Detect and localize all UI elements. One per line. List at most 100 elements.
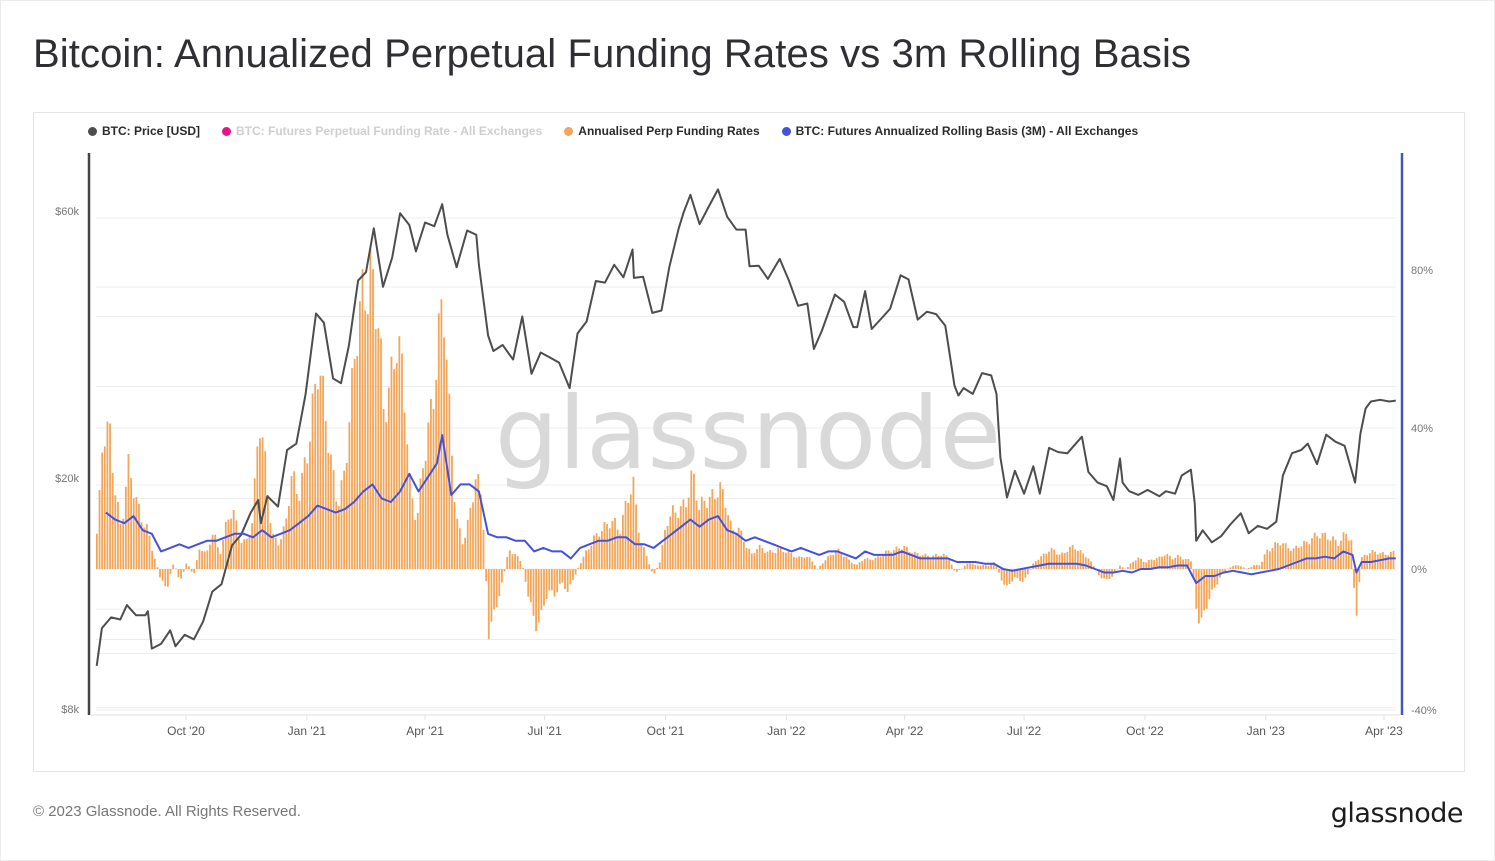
- funding-bar: [1274, 542, 1277, 569]
- x-tick-label: Apr '22: [886, 724, 924, 738]
- funding-bar: [958, 569, 961, 571]
- funding-bar: [595, 533, 598, 569]
- funding-bar: [611, 520, 614, 569]
- funding-bar: [437, 313, 440, 569]
- funding-bar: [469, 507, 472, 569]
- legend-item-price[interactable]: BTC: Price [USD]: [88, 124, 200, 138]
- funding-bar: [582, 556, 585, 569]
- funding-bar: [1082, 553, 1085, 569]
- funding-bar: [1129, 563, 1132, 569]
- funding-bar: [148, 535, 151, 569]
- funding-bar: [1276, 543, 1279, 569]
- copyright-text: © 2023 Glassnode. All Rights Reserved.: [33, 803, 301, 820]
- legend-item-basis[interactable]: BTC: Futures Annualized Rolling Basis (3…: [781, 124, 1139, 138]
- funding-bar: [877, 556, 879, 569]
- funding-bar: [111, 472, 114, 569]
- funding-bar: [1061, 552, 1064, 569]
- funding-bar: [332, 470, 335, 569]
- funding-bar: [561, 569, 564, 583]
- funding-bar: [214, 534, 217, 569]
- funding-bar: [785, 552, 787, 569]
- funding-bar: [1234, 565, 1237, 569]
- legend-item-annualised-funding[interactable]: Annualised Perp Funding Rates: [564, 124, 760, 138]
- funding-bar: [1076, 550, 1079, 569]
- funding-bar: [188, 566, 190, 569]
- funding-bar: [501, 569, 503, 583]
- funding-bar: [1205, 569, 1208, 609]
- legend-dot-basis: [781, 126, 791, 136]
- funding-bar: [519, 561, 522, 569]
- funding-bar: [135, 497, 138, 569]
- funding-bar: [643, 547, 645, 569]
- funding-bar: [1024, 569, 1027, 578]
- funding-bar: [1142, 561, 1145, 569]
- funding-bar: [1295, 545, 1298, 569]
- funding-bar: [1305, 541, 1308, 569]
- funding-bar: [1318, 538, 1321, 569]
- funding-bar: [1313, 532, 1316, 569]
- funding-bar: [482, 529, 485, 569]
- funding-bar: [1376, 554, 1379, 569]
- glassnode-logo: glassnode: [1330, 798, 1464, 829]
- legend-item-funding-rate[interactable]: BTC: Futures Perpetual Funding Rate - Al…: [222, 124, 542, 138]
- funding-bar: [698, 510, 701, 569]
- left-tick-label: $60k: [55, 206, 79, 218]
- funding-bar: [671, 505, 674, 569]
- funding-bar: [269, 522, 272, 569]
- funding-bar: [606, 523, 609, 569]
- funding-bar: [1163, 555, 1166, 569]
- funding-bar: [550, 569, 553, 591]
- funding-bar: [190, 569, 193, 572]
- funding-bar: [590, 545, 593, 569]
- funding-bar: [740, 530, 743, 569]
- funding-bar: [1203, 569, 1206, 611]
- funding-bar: [498, 569, 501, 597]
- right-axis-ticks: -40% 0% 40% 80%: [1411, 265, 1437, 717]
- funding-bar: [637, 532, 640, 569]
- funding-bar: [861, 561, 864, 569]
- funding-bar: [977, 565, 979, 569]
- funding-bar: [206, 550, 209, 569]
- funding-bar: [1268, 551, 1271, 569]
- funding-bar: [1132, 561, 1135, 569]
- grid-lines: [96, 217, 1396, 711]
- funding-bar: [253, 478, 256, 569]
- funding-bar: [348, 422, 351, 569]
- funding-bar: [645, 556, 648, 569]
- funding-bar: [892, 550, 895, 569]
- x-tick-label: Oct '21: [647, 724, 685, 738]
- funding-bar: [916, 553, 919, 569]
- funding-bar: [127, 453, 130, 569]
- funding-bar: [761, 548, 764, 569]
- funding-bar: [1253, 565, 1255, 569]
- funding-bar: [1098, 569, 1100, 576]
- funding-bar: [364, 310, 367, 569]
- funding-bar: [1384, 554, 1387, 569]
- funding-bar: [1169, 555, 1171, 569]
- funding-bar: [1034, 561, 1037, 569]
- funding-bar: [777, 548, 779, 569]
- legend-label: BTC: Futures Annualized Rolling Basis (3…: [795, 124, 1139, 138]
- funding-bar: [963, 565, 966, 569]
- funding-bar: [114, 495, 117, 569]
- funding-bar: [1187, 559, 1190, 569]
- funding-bar: [721, 489, 724, 569]
- funding-bar: [1303, 540, 1305, 569]
- funding-bar: [130, 478, 132, 569]
- funding-bar: [1282, 543, 1284, 569]
- funding-bar: [377, 328, 380, 569]
- funding-bar: [898, 548, 900, 569]
- funding-bar: [324, 421, 327, 569]
- funding-bar: [792, 556, 795, 569]
- funding-bar: [753, 552, 756, 569]
- funding-bar: [1087, 558, 1090, 569]
- funding-bar: [648, 564, 651, 569]
- funding-bar: [401, 353, 403, 569]
- funding-bar: [174, 568, 177, 569]
- left-axis-ticks: $8k $20k $60k: [55, 206, 79, 716]
- funding-bar: [656, 567, 658, 569]
- funding-bar: [119, 523, 122, 569]
- funding-bar: [529, 569, 532, 603]
- left-tick-label: $20k: [55, 473, 79, 485]
- funding-bar: [1105, 569, 1108, 580]
